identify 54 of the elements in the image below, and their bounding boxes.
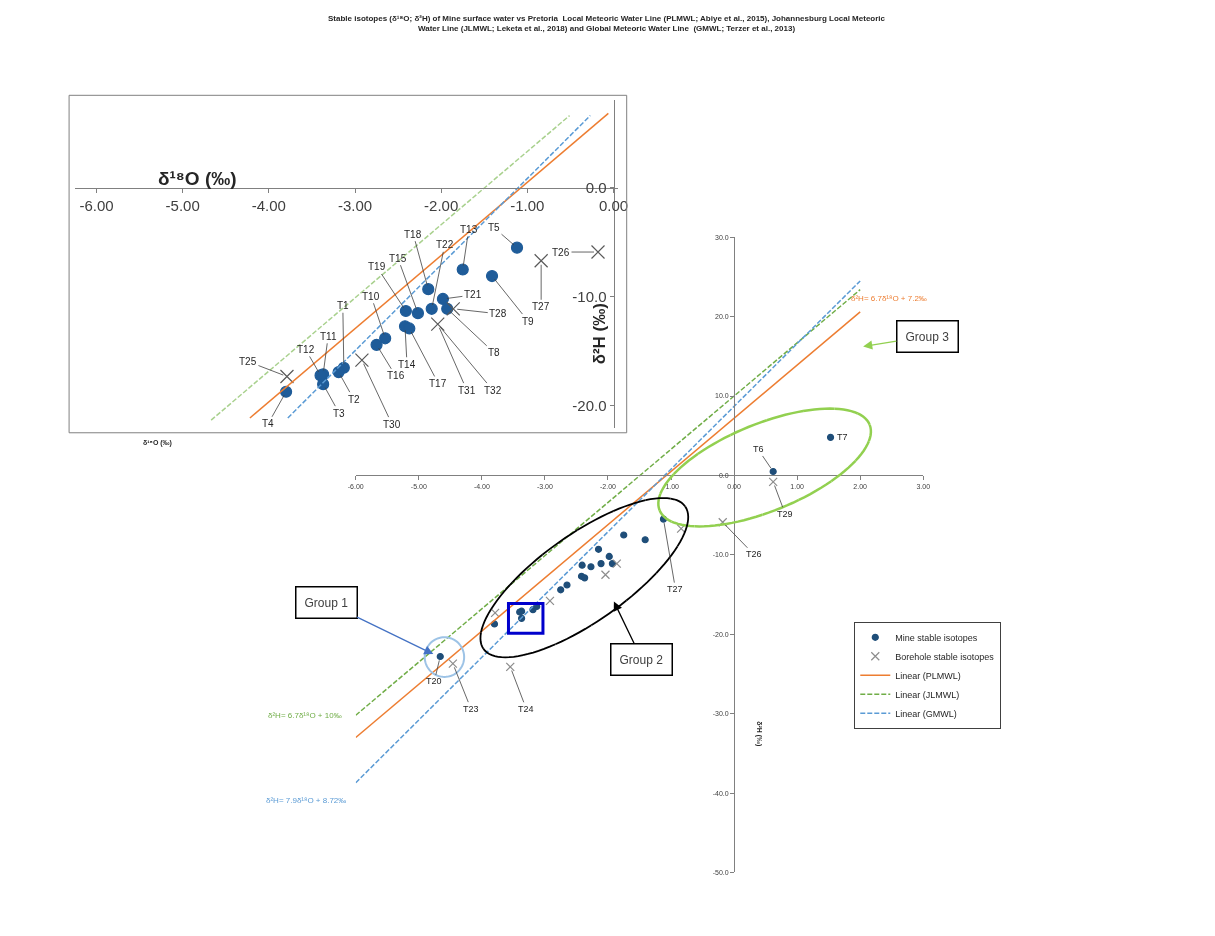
annotation: T28 <box>489 308 507 319</box>
annotation: T10 <box>362 291 380 302</box>
annotation: T16 <box>387 370 405 381</box>
annotation: δ²H= 6.7δ¹⁸O + 7.2‰ <box>851 294 927 303</box>
legend-label: Linear (GMWL) <box>895 708 957 719</box>
legend-label: Borehole stable isotopes <box>895 651 995 662</box>
annotation: T19 <box>368 261 386 272</box>
x-tick-label: -5.00 <box>165 196 200 214</box>
annotation: T15 <box>389 253 407 264</box>
annotation: T24 <box>518 704 534 714</box>
annotation: T3 <box>333 408 346 419</box>
annotation: T30 <box>383 419 401 430</box>
y-axis-title: δ²H (‰) <box>589 303 609 365</box>
annotation: T12 <box>297 344 315 355</box>
x-tick-label: -4.00 <box>251 196 286 214</box>
annotation: Group 2 <box>619 652 664 667</box>
annotation: T2 <box>348 394 361 405</box>
annotation: T23 <box>463 704 479 714</box>
chart-title: Stable isotopes (δ¹⁸O; δ²H) of Mine surface water vs Pretoria Local Meteoric Water Line (PLMWL; Abiye et al., 2015), Johannesburg Local Meteoric Water Line (JLMWL; Leketa et al., 2018) and Global Meteoric Water Line (GMWL; Terzer et al., 2013) <box>328 14 886 34</box>
annotation: T22 <box>436 239 454 250</box>
annotation: Group 3 <box>905 329 950 344</box>
annotation: Group 1 <box>304 595 349 610</box>
annotation: T29 <box>777 509 793 519</box>
annotation: T21 <box>464 289 482 300</box>
annotation: T7 <box>837 432 848 442</box>
annotation: T9 <box>522 316 535 327</box>
annotation: T26 <box>552 247 570 258</box>
x-tick-label: -6.00 <box>79 196 114 214</box>
annotation: T31 <box>458 385 476 396</box>
annotation: T26 <box>746 549 762 559</box>
annotation: T6 <box>753 444 764 454</box>
y-tick-label: -20.0 <box>572 397 607 415</box>
x-tick-label: -1.00 <box>510 196 545 214</box>
annotation: T8 <box>488 347 501 358</box>
annotation: T18 <box>404 229 422 240</box>
annotation: T32 <box>484 385 502 396</box>
annotation: T27 <box>667 584 683 594</box>
legend-label: Mine stable isotopes <box>895 632 978 643</box>
x-tick-label: -3.00 <box>337 196 373 214</box>
annotation: T17 <box>429 378 447 389</box>
legend-label: Linear (JLMWL) <box>895 689 960 700</box>
annotation: T5 <box>488 222 501 233</box>
annotation: T20 <box>426 676 442 686</box>
annotation: T27 <box>532 301 550 312</box>
legend-label: Linear (PLMWL) <box>895 670 961 681</box>
annotation: T25 <box>239 356 257 367</box>
annotation: T11 <box>320 331 337 342</box>
annotation: T14 <box>398 359 416 370</box>
annotation: T4 <box>262 418 275 429</box>
annotation: δ²H= 7.9δ¹⁸O + 8.72‰ <box>266 796 347 805</box>
x-axis-title: δ¹⁸O (‰) <box>158 168 237 189</box>
annotation: T1 <box>337 300 350 311</box>
annotation: δ²H= 6.7δ¹⁸O + 10‰ <box>268 711 342 720</box>
x-tick-label: -2.00 <box>424 196 459 214</box>
